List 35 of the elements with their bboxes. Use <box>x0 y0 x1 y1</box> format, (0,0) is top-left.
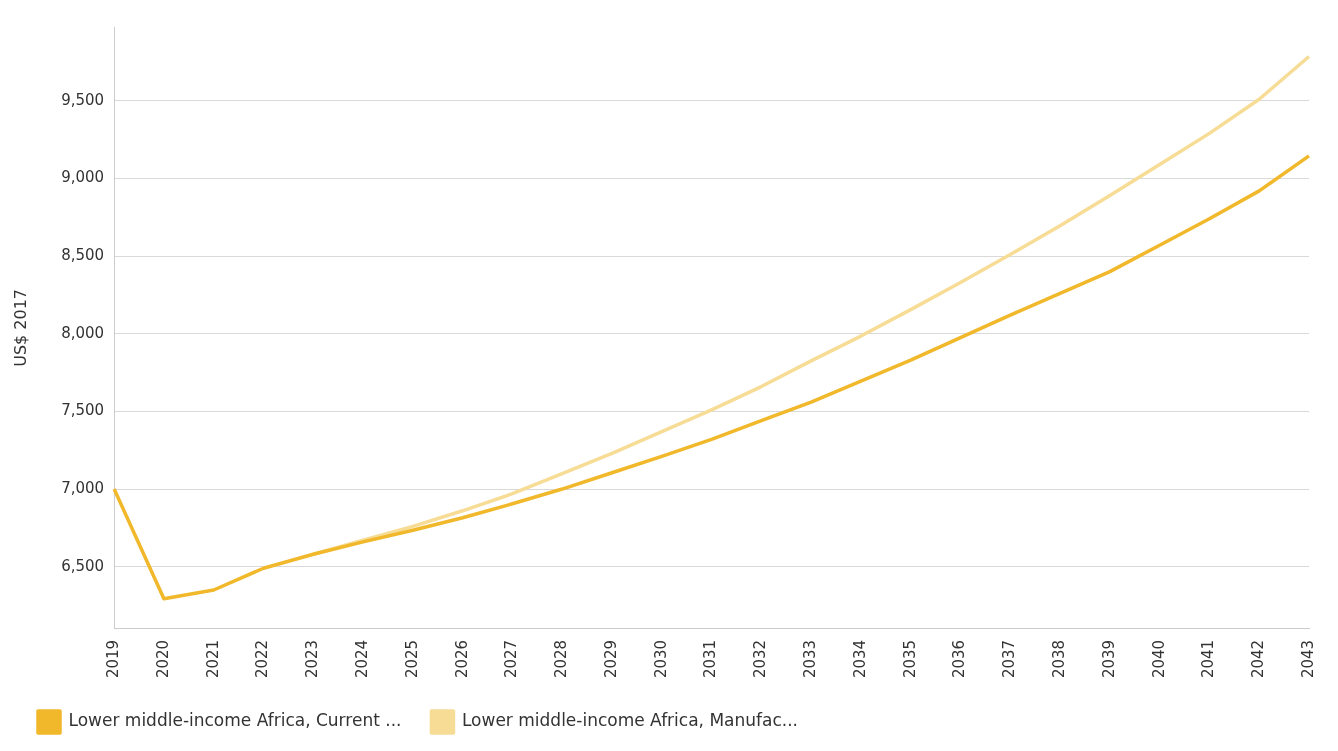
x-tick-label: 2021 <box>203 639 222 679</box>
x-tick-label: 2024 <box>352 639 371 679</box>
legend-label: Lower middle-income Africa, Manufac... <box>461 710 799 731</box>
y-tick-label: 9,500 <box>61 90 105 109</box>
x-tick-label: 2042 <box>1249 639 1268 679</box>
y-tick-label: 7,000 <box>61 478 105 497</box>
x-tick-label: 2025 <box>402 639 421 679</box>
x-tick-label: 2034 <box>850 639 869 679</box>
y-tick-label: 6,500 <box>61 556 105 575</box>
x-tick-label: 2023 <box>303 639 322 679</box>
x-tick-label: 2031 <box>701 639 720 679</box>
legend-label: Lower middle-income Africa, Current ... <box>68 710 402 731</box>
x-tick-label: 2038 <box>1049 639 1068 679</box>
x-tick-label: 2019 <box>104 639 123 679</box>
y-tick-label: 7,500 <box>61 401 105 420</box>
x-tick-label: 2039 <box>1099 639 1118 679</box>
x-tick-label: 2043 <box>1298 639 1317 679</box>
x-tick-label: 2037 <box>1000 639 1019 679</box>
x-tick-label: 2041 <box>1199 639 1218 679</box>
x-tick-label: 2027 <box>502 639 521 679</box>
x-tick-label: 2040 <box>1149 639 1168 679</box>
x-tick-label: 2033 <box>801 639 820 679</box>
x-tick-label: 2020 <box>153 639 172 679</box>
x-tick-label: 2030 <box>651 639 670 679</box>
y-axis-title: US$ 2017 <box>10 288 30 367</box>
x-tick-label: 2026 <box>452 639 471 679</box>
x-tick-label: 2028 <box>552 639 571 679</box>
y-tick-label: 8,500 <box>61 245 105 264</box>
x-tick-label: 2022 <box>253 639 272 679</box>
x-tick-label: 2029 <box>601 639 620 679</box>
x-tick-label: 2032 <box>751 639 770 679</box>
y-tick-label: 8,000 <box>61 323 105 342</box>
y-tick-label: 9,000 <box>61 168 105 187</box>
x-tick-label: 2035 <box>900 639 919 679</box>
x-tick-label: 2036 <box>950 639 969 679</box>
